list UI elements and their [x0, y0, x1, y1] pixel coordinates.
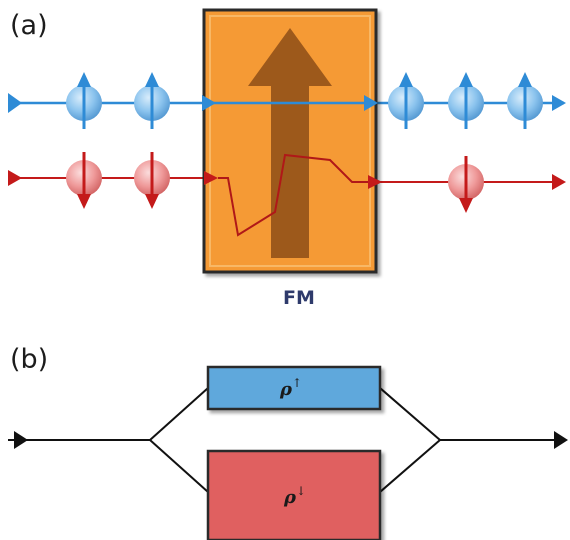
ferromagnet-block — [202, 8, 378, 274]
resistor-spin-up — [206, 365, 382, 411]
spin-up-electron — [134, 72, 170, 129]
exit-arrow-down — [552, 174, 566, 190]
spin-down-electron — [134, 152, 170, 209]
resistor-spin-down — [206, 449, 382, 540]
entry-arrow-down — [8, 170, 22, 186]
spin-up-electrons — [66, 72, 543, 129]
spin-up-electron — [66, 72, 102, 129]
spin-down-electrons — [66, 152, 484, 213]
rho-symbol: ρ — [280, 379, 292, 400]
panel-b-label: (b) — [10, 344, 49, 375]
spin-down-electron — [448, 156, 484, 213]
spin-up-electron — [388, 72, 424, 129]
spin-up-superscript: ↑ — [291, 376, 303, 390]
exit-arrow-up — [552, 95, 566, 111]
rho-symbol: ρ — [284, 487, 296, 508]
input-terminal-arrow — [14, 431, 28, 449]
entry-arrow-up — [8, 93, 22, 113]
spin-up-electron — [448, 72, 484, 129]
magnetization-arrow — [248, 28, 332, 258]
resistor-network — [8, 387, 564, 493]
spin-down-electron — [66, 152, 102, 209]
resistance-up-label: ρ↑ — [280, 376, 302, 400]
panel-a-label: (a) — [10, 10, 48, 41]
spin-up-electron — [507, 72, 543, 129]
output-terminal-arrow — [554, 431, 568, 449]
ferromagnet-label: FM — [283, 287, 315, 309]
spin-down-superscript: ↓ — [295, 484, 307, 498]
scattered-path-over — [218, 153, 372, 237]
resistance-down-label: ρ↓ — [284, 484, 306, 508]
